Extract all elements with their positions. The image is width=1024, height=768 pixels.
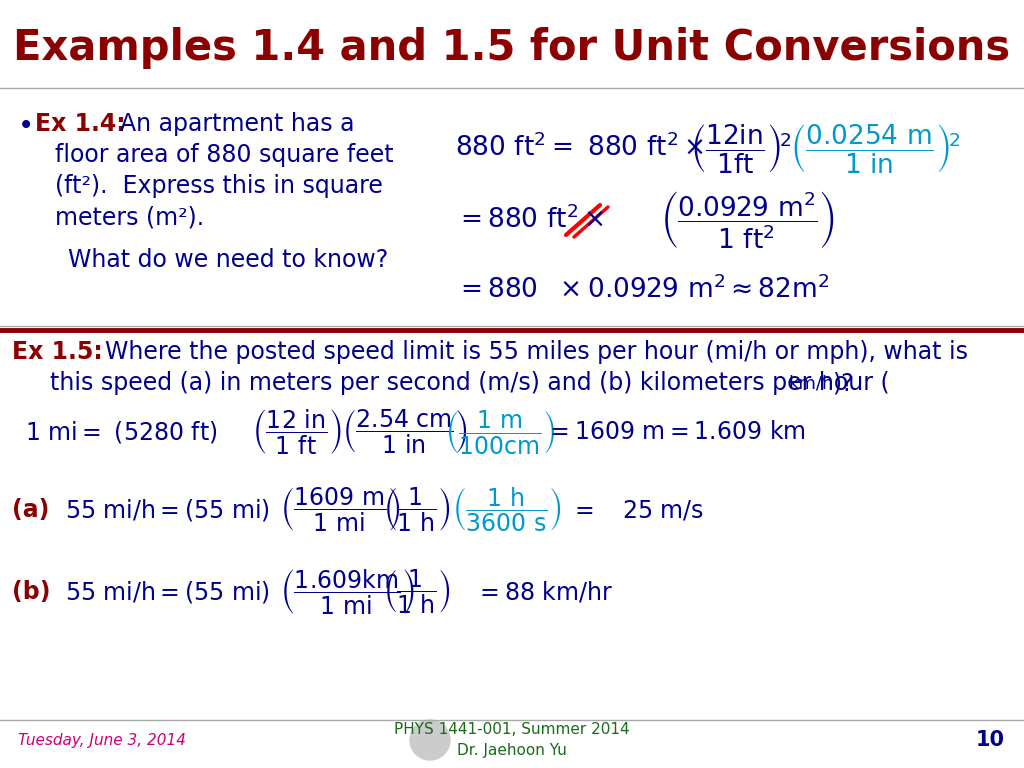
Text: meters (m²).: meters (m²). — [55, 205, 204, 229]
Text: Where the posted speed limit is 55 miles per hour (mi/h or mph), what is: Where the posted speed limit is 55 miles… — [105, 340, 968, 364]
Text: )?: )? — [831, 371, 854, 395]
Text: (b): (b) — [12, 580, 50, 604]
Text: $\left(\dfrac{1\ \mathrm{h}}{3600\ \mathrm{s}}\right)$: $\left(\dfrac{1\ \mathrm{h}}{3600\ \math… — [452, 486, 562, 535]
Text: 10: 10 — [976, 730, 1005, 750]
Text: •: • — [18, 112, 34, 140]
Text: An apartment has a: An apartment has a — [120, 112, 354, 136]
Text: Dr. Jaehoon Yu: Dr. Jaehoon Yu — [457, 743, 567, 757]
Text: Tuesday, June 3, 2014: Tuesday, June 3, 2014 — [18, 733, 186, 747]
Text: $\left(\dfrac{12\ \mathrm{in}}{1\ \mathrm{ft}}\right)$: $\left(\dfrac{12\ \mathrm{in}}{1\ \mathr… — [252, 407, 342, 457]
Text: this speed (a) in meters per second (m/s) and (b) kilometers per hour (: this speed (a) in meters per second (m/s… — [50, 371, 890, 395]
Text: (ft²).  Express this in square: (ft²). Express this in square — [55, 174, 383, 198]
Text: $55\ \mathrm{mi/h} = \left(55\ \mathrm{mi}\right)$: $55\ \mathrm{mi/h} = \left(55\ \mathrm{m… — [65, 497, 270, 523]
Text: $\left(\dfrac{1609\ \mathrm{m}}{1\ \mathrm{mi}}\right)$: $\left(\dfrac{1609\ \mathrm{m}}{1\ \math… — [280, 486, 400, 535]
Text: $= 880\ \mathrm{ft}^2 \times$: $= 880\ \mathrm{ft}^2 \times$ — [455, 206, 604, 234]
Text: $\left(\dfrac{0.0929\ \mathrm{m}^2}{1\ \mathrm{ft}^2}\right)$: $\left(\dfrac{0.0929\ \mathrm{m}^2}{1\ \… — [660, 189, 835, 251]
Text: $\left(\dfrac{1\ \mathrm{m}}{100\mathrm{cm}}\right)$: $\left(\dfrac{1\ \mathrm{m}}{100\mathrm{… — [445, 408, 555, 456]
Text: What do we need to know?: What do we need to know? — [68, 248, 388, 272]
Text: floor area of 880 square feet: floor area of 880 square feet — [55, 143, 393, 167]
Text: $\left(\dfrac{1}{1\ \mathrm{h}}\right)$: $\left(\dfrac{1}{1\ \mathrm{h}}\right)$ — [383, 568, 451, 616]
Text: $= 88\ \mathrm{km/hr}$: $= 88\ \mathrm{km/hr}$ — [475, 580, 613, 604]
Text: PHYS 1441-001, Summer 2014: PHYS 1441-001, Summer 2014 — [394, 723, 630, 737]
Text: (a): (a) — [12, 498, 49, 522]
Text: $\left(\dfrac{12\mathrm{in}}{1\mathrm{ft}}\right)^{\!2}$: $\left(\dfrac{12\mathrm{in}}{1\mathrm{ft… — [690, 121, 792, 174]
Text: Ex 1.4:: Ex 1.4: — [35, 112, 126, 136]
Text: $\left(\dfrac{1.609\mathrm{km}}{1\ \mathrm{mi}}\right)$: $\left(\dfrac{1.609\mathrm{km}}{1\ \math… — [280, 568, 415, 617]
Circle shape — [410, 720, 450, 760]
Text: Examples 1.4 and 1.5 for Unit Conversions: Examples 1.4 and 1.5 for Unit Conversion… — [13, 27, 1011, 69]
Text: $= 1609\ \mathrm{m} = 1.609\ \mathrm{km}$: $= 1609\ \mathrm{m} = 1.609\ \mathrm{km}… — [545, 420, 806, 444]
Text: $= \quad 25\ \mathrm{m/s}$: $= \quad 25\ \mathrm{m/s}$ — [570, 498, 703, 522]
Text: $\left(\dfrac{2.54\ \mathrm{cm}}{1\ \mathrm{in}}\right)$: $\left(\dfrac{2.54\ \mathrm{cm}}{1\ \mat… — [342, 408, 468, 456]
Text: Ex 1.5:: Ex 1.5: — [12, 340, 102, 364]
Text: $\left(\dfrac{1}{1\ \mathrm{h}}\right)$: $\left(\dfrac{1}{1\ \mathrm{h}}\right)$ — [383, 486, 451, 535]
Text: $1\ \mathrm{mi{=}}\ \left(5280\ \mathrm{ft}\right)$: $1\ \mathrm{mi{=}}\ \left(5280\ \mathrm{… — [25, 419, 218, 445]
Text: $\left(\dfrac{0.0254\ \mathrm{m}}{1\ \mathrm{in}}\right)^{\!2}$: $\left(\dfrac{0.0254\ \mathrm{m}}{1\ \ma… — [790, 121, 961, 174]
Text: $55\ \mathrm{mi/h} = \left(55\ \mathrm{mi}\right)$: $55\ \mathrm{mi/h} = \left(55\ \mathrm{m… — [65, 579, 270, 605]
Text: km/h: km/h — [788, 374, 834, 392]
Text: $= 880\ \ \times 0.0929\ \mathrm{m}^2 \approx 82\mathrm{m}^2$: $= 880\ \ \times 0.0929\ \mathrm{m}^2 \a… — [455, 276, 829, 304]
Text: $880\ \mathrm{ft}^2 = \ 880\ \mathrm{ft}^2 \times$: $880\ \mathrm{ft}^2 = \ 880\ \mathrm{ft}… — [455, 134, 705, 162]
